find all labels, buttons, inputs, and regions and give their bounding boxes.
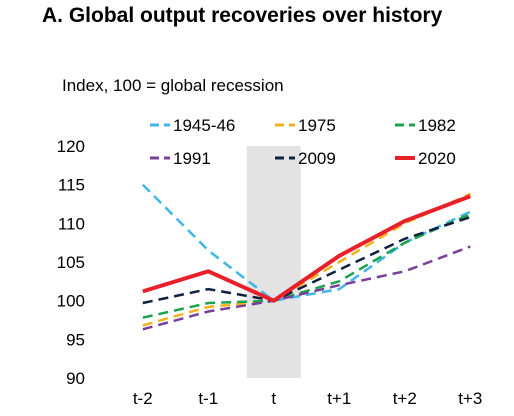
series-line-1982: [142, 212, 471, 319]
legend-item-2020: 2020: [395, 149, 456, 168]
y-tick-label: 90: [66, 369, 85, 388]
legend-label: 1945-46: [173, 116, 235, 135]
x-tick-label: t+3: [458, 389, 482, 408]
y-tick-label: 120: [57, 137, 85, 156]
series-line-1945-46: [141, 183, 471, 302]
series-line-2020: [142, 194, 472, 303]
y-tick-label: 110: [58, 214, 85, 233]
legend-label: 1982: [418, 116, 456, 135]
recession-shade: [246, 146, 301, 378]
legend-label: 1975: [298, 116, 336, 135]
x-tick-label: t: [271, 389, 276, 408]
series-line-1991: [142, 245, 471, 331]
legend-item-1991: 1991: [150, 149, 211, 168]
legend-label: 2020: [418, 149, 456, 168]
x-tick-label: t-1: [198, 389, 218, 408]
legend-item-1982: 1982: [395, 116, 456, 135]
y-tick-label: 95: [66, 330, 85, 349]
y-tick-label: 105: [57, 253, 85, 272]
series-line-2009: [142, 215, 471, 305]
legend-item-2009: 2009: [275, 149, 336, 168]
x-tick-label: t-2: [133, 389, 153, 408]
chart-title: A. Global output recoveries over history: [42, 4, 443, 27]
x-tick-label: t+2: [393, 389, 417, 408]
legend-item-1975: 1975: [275, 116, 336, 135]
x-tick-label: t+1: [327, 389, 351, 408]
legend-label: 2009: [298, 149, 336, 168]
y-tick-label: 100: [57, 292, 85, 311]
legend-item-1945-46: 1945-46: [150, 116, 235, 135]
legend-label: 1991: [173, 149, 211, 168]
y-axis-label: Index, 100 = global recession: [62, 76, 284, 95]
y-tick-label: 115: [58, 176, 85, 195]
